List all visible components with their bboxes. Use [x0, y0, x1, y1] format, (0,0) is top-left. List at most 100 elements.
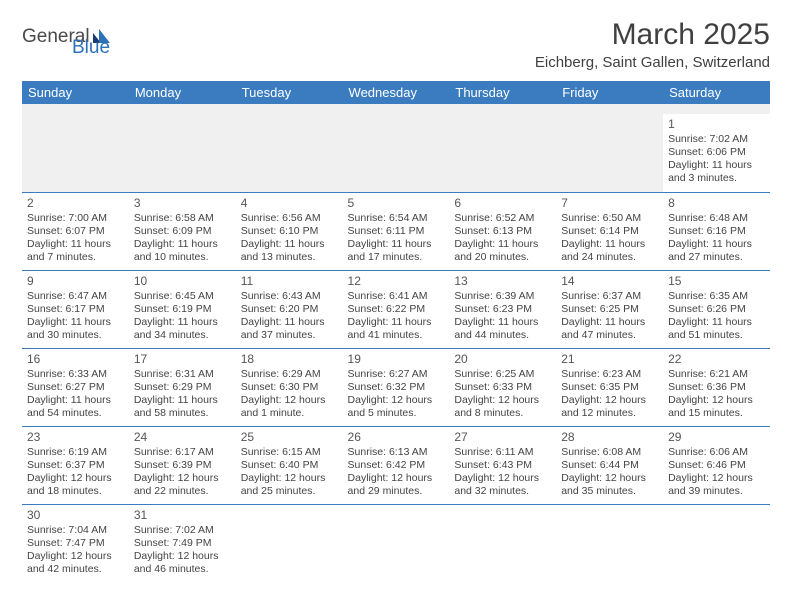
calendar-cell: 17Sunrise: 6:31 AMSunset: 6:29 PMDayligh…	[129, 348, 236, 426]
daylight-line: Daylight: 12 hours and 32 minutes.	[454, 472, 551, 498]
daylight-line: Daylight: 12 hours and 35 minutes.	[561, 472, 658, 498]
calendar-cell: 21Sunrise: 6:23 AMSunset: 6:35 PMDayligh…	[556, 348, 663, 426]
sunrise-line: Sunrise: 6:37 AM	[561, 290, 658, 303]
daylight-line: Daylight: 11 hours and 27 minutes.	[668, 238, 765, 264]
blank-strip	[22, 104, 770, 114]
location-text: Eichberg, Saint Gallen, Switzerland	[535, 54, 770, 71]
sunset-line: Sunset: 7:49 PM	[134, 537, 231, 550]
calendar-cell: 13Sunrise: 6:39 AMSunset: 6:23 PMDayligh…	[449, 270, 556, 348]
sunrise-line: Sunrise: 6:19 AM	[27, 446, 124, 459]
sunrise-line: Sunrise: 6:56 AM	[241, 212, 338, 225]
sunset-line: Sunset: 6:17 PM	[27, 303, 124, 316]
sunset-line: Sunset: 6:19 PM	[134, 303, 231, 316]
day-number: 17	[134, 352, 231, 367]
daylight-line: Daylight: 11 hours and 7 minutes.	[27, 238, 124, 264]
weekday-header: Friday	[556, 81, 663, 104]
day-number: 23	[27, 430, 124, 445]
calendar-row: 2Sunrise: 7:00 AMSunset: 6:07 PMDaylight…	[22, 192, 770, 270]
calendar-cell	[236, 504, 343, 582]
sunset-line: Sunset: 6:09 PM	[134, 225, 231, 238]
day-number: 7	[561, 196, 658, 211]
calendar-cell: 15Sunrise: 6:35 AMSunset: 6:26 PMDayligh…	[663, 270, 770, 348]
day-number: 5	[348, 196, 445, 211]
daylight-line: Daylight: 12 hours and 29 minutes.	[348, 472, 445, 498]
sunrise-line: Sunrise: 6:21 AM	[668, 368, 765, 381]
sunset-line: Sunset: 6:25 PM	[561, 303, 658, 316]
sunrise-line: Sunrise: 6:23 AM	[561, 368, 658, 381]
daylight-line: Daylight: 12 hours and 12 minutes.	[561, 394, 658, 420]
day-number: 25	[241, 430, 338, 445]
sunset-line: Sunset: 6:39 PM	[134, 459, 231, 472]
calendar-cell	[343, 504, 450, 582]
daylight-line: Daylight: 11 hours and 44 minutes.	[454, 316, 551, 342]
daylight-line: Daylight: 12 hours and 8 minutes.	[454, 394, 551, 420]
day-number: 28	[561, 430, 658, 445]
daylight-line: Daylight: 11 hours and 17 minutes.	[348, 238, 445, 264]
day-number: 13	[454, 274, 551, 289]
calendar-cell: 31Sunrise: 7:02 AMSunset: 7:49 PMDayligh…	[129, 504, 236, 582]
day-number: 8	[668, 196, 765, 211]
daylight-line: Daylight: 12 hours and 15 minutes.	[668, 394, 765, 420]
weekday-header: Sunday	[22, 81, 129, 104]
sunset-line: Sunset: 6:42 PM	[348, 459, 445, 472]
day-number: 11	[241, 274, 338, 289]
calendar-row: 23Sunrise: 6:19 AMSunset: 6:37 PM Dayligh…	[22, 426, 770, 504]
sunrise-line: Sunrise: 6:06 AM	[668, 446, 765, 459]
day-number: 22	[668, 352, 765, 367]
sunset-line: Sunset: 6:11 PM	[348, 225, 445, 238]
daylight-line: Daylight: 11 hours and 54 minutes.	[27, 394, 124, 420]
daylight-line: Daylight: 11 hours and 13 minutes.	[241, 238, 338, 264]
day-number: 3	[134, 196, 231, 211]
weekday-header: Monday	[129, 81, 236, 104]
calendar-row: 1Sunrise: 7:02 AMSunset: 6:06 PMDaylight…	[22, 114, 770, 192]
sunset-line: Sunset: 6:30 PM	[241, 381, 338, 394]
daylight-line: Daylight: 11 hours and 37 minutes.	[241, 316, 338, 342]
sunset-line: Sunset: 6:43 PM	[454, 459, 551, 472]
sunset-line: Sunset: 6:44 PM	[561, 459, 658, 472]
sunrise-line: Sunrise: 6:43 AM	[241, 290, 338, 303]
daylight-line: Daylight: 12 hours and 25 minutes.	[241, 472, 338, 498]
sunset-line: Sunset: 6:26 PM	[668, 303, 765, 316]
daylight-line: Daylight: 11 hours and 30 minutes.	[27, 316, 124, 342]
sunset-line: Sunset: 6:16 PM	[668, 225, 765, 238]
sunrise-line: Sunrise: 6:15 AM	[241, 446, 338, 459]
sunset-line: Sunset: 6:22 PM	[348, 303, 445, 316]
sunrise-line: Sunrise: 6:11 AM	[454, 446, 551, 459]
calendar-cell: 2Sunrise: 7:00 AMSunset: 6:07 PMDaylight…	[22, 192, 129, 270]
day-number: 27	[454, 430, 551, 445]
calendar-cell	[556, 114, 663, 192]
sunset-line: Sunset: 6:07 PM	[27, 225, 124, 238]
sunset-line: Sunset: 6:32 PM	[348, 381, 445, 394]
weekday-header: Tuesday	[236, 81, 343, 104]
sunrise-line: Sunrise: 6:13 AM	[348, 446, 445, 459]
calendar-cell: 25Sunrise: 6:15 AMSunset: 6:40 PMDayligh…	[236, 426, 343, 504]
calendar-cell: 27Sunrise: 6:11 AMSunset: 6:43 PMDayligh…	[449, 426, 556, 504]
day-number: 14	[561, 274, 658, 289]
day-number: 2	[27, 196, 124, 211]
day-number: 12	[348, 274, 445, 289]
sunrise-line: Sunrise: 6:08 AM	[561, 446, 658, 459]
calendar-cell: 29Sunrise: 6:06 AMSunset: 6:46 PMDayligh…	[663, 426, 770, 504]
sunrise-line: Sunrise: 6:47 AM	[27, 290, 124, 303]
sunrise-line: Sunrise: 6:25 AM	[454, 368, 551, 381]
calendar-row: 30Sunrise: 7:04 AMSunset: 7:47 PMDayligh…	[22, 504, 770, 582]
sunrise-line: Sunrise: 6:33 AM	[27, 368, 124, 381]
calendar-cell: 22Sunrise: 6:21 AMSunset: 6:36 PMDayligh…	[663, 348, 770, 426]
calendar-cell: 6Sunrise: 6:52 AMSunset: 6:13 PMDaylight…	[449, 192, 556, 270]
sunset-line: Sunset: 6:06 PM	[668, 146, 765, 159]
weekday-header: Saturday	[663, 81, 770, 104]
sunset-line: Sunset: 6:37 PM	[27, 459, 124, 472]
sunrise-line: Sunrise: 6:17 AM	[134, 446, 231, 459]
daylight-line: Daylight: 11 hours and 24 minutes.	[561, 238, 658, 264]
calendar-cell: 19Sunrise: 6:27 AMSunset: 6:32 PMDayligh…	[343, 348, 450, 426]
sunrise-line: Sunrise: 6:54 AM	[348, 212, 445, 225]
day-number: 1	[668, 117, 765, 132]
daylight-line: Daylight: 11 hours and 51 minutes.	[668, 316, 765, 342]
sunrise-line: Sunrise: 7:02 AM	[134, 524, 231, 537]
calendar-cell	[556, 504, 663, 582]
calendar-cell: 8Sunrise: 6:48 AMSunset: 6:16 PMDaylight…	[663, 192, 770, 270]
sunrise-line: Sunrise: 6:29 AM	[241, 368, 338, 381]
weekday-header: Wednesday	[343, 81, 450, 104]
daylight-line: Daylight: 11 hours and 34 minutes.	[134, 316, 231, 342]
daylight-line: Daylight: 12 hours and 5 minutes.	[348, 394, 445, 420]
